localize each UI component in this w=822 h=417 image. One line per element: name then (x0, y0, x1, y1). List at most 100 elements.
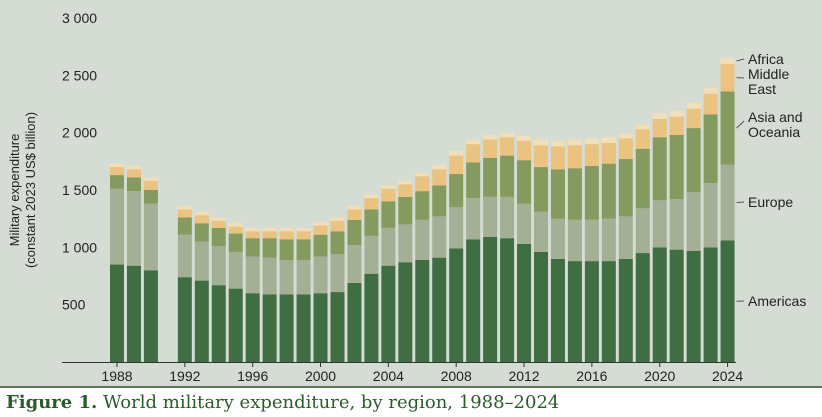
bar-segment (398, 184, 413, 197)
bar-segment (364, 209, 379, 236)
bar-segment (635, 208, 650, 254)
bar-segment (245, 231, 260, 239)
bar-segment (126, 265, 141, 362)
bar-segment (584, 261, 599, 362)
bar-segment (635, 129, 650, 149)
bar-segment (500, 132, 515, 138)
bar-segment (550, 218, 565, 259)
bar-segment (110, 188, 124, 265)
bar-segment (296, 259, 311, 295)
bar-segment (381, 188, 396, 202)
bar-segment (584, 219, 599, 262)
bar-segment (534, 139, 548, 146)
bar-segment (110, 264, 124, 362)
bar-segment (279, 239, 294, 260)
bar-segment (364, 194, 379, 199)
bar-segment (415, 219, 430, 260)
bar-segment (449, 155, 464, 174)
x-tick-label: 2024 (712, 368, 743, 384)
bar-segment (296, 231, 311, 240)
bar-segment (466, 198, 481, 240)
bar-segment (211, 220, 226, 228)
bar-segment (466, 162, 481, 199)
bar-segment (669, 199, 684, 250)
bar-segment (703, 87, 718, 94)
bar-segment (415, 172, 430, 177)
bar-segment (364, 235, 379, 274)
bar-segment (534, 167, 548, 212)
bar-segment (703, 93, 718, 115)
bar-segment (483, 134, 498, 140)
bar-segment (686, 108, 701, 129)
bar-segment (143, 177, 158, 181)
bar-segment (415, 176, 430, 192)
legend-label: Asia and (748, 109, 802, 125)
bar-segment (584, 138, 599, 145)
legend-label: Europe (748, 194, 793, 210)
bar-segment (347, 209, 362, 220)
y-tick-label: 2 000 (62, 125, 97, 141)
x-tick-label: 2000 (305, 368, 336, 384)
bar-segment (177, 234, 192, 278)
bar-segment (110, 167, 124, 176)
bar-segment (584, 165, 599, 220)
caption-text: World military expenditure, by region, 1… (103, 392, 560, 413)
y-axis-label: Military expenditure (7, 134, 22, 247)
bar-segment (567, 261, 582, 362)
bar-segment (211, 246, 226, 286)
bar-segment (398, 224, 413, 263)
y-tick-label: 1 500 (62, 182, 97, 198)
bar-segment (228, 288, 243, 362)
bar-segment (703, 114, 718, 184)
bar-segment (347, 206, 362, 210)
bar-segment (466, 144, 481, 163)
bar-segment (618, 133, 633, 139)
bar-segment (262, 227, 277, 232)
bar-segment (415, 191, 430, 220)
bar-segment (686, 102, 701, 109)
bar-segment (483, 139, 498, 158)
bar-segment (194, 223, 209, 242)
legend-leader-line (736, 58, 745, 62)
bar-segment (703, 183, 718, 248)
bar-segment (567, 145, 582, 169)
bar-segment (652, 200, 667, 248)
bar-segment (449, 248, 464, 362)
bar-segment (330, 217, 345, 221)
x-tick-label: 1996 (237, 368, 268, 384)
bar-segment (635, 253, 650, 362)
bar-segment (517, 160, 532, 204)
bar-segment (211, 227, 226, 247)
bar-segment (245, 238, 260, 257)
figure-caption: Figure 1. World military expenditure, by… (6, 392, 559, 413)
chart-panel: 500 1 000 1 500 2 000 2 500 3 000 Military exp… (0, 0, 822, 388)
bar-segment (262, 231, 277, 239)
y-tick-label: 2 500 (62, 67, 97, 83)
bar-segment (517, 136, 532, 141)
bar-segment (517, 243, 532, 362)
bar-segment (211, 217, 226, 221)
bar-segment (635, 148, 650, 209)
bar-segment (500, 196, 515, 239)
bar-segment (194, 241, 209, 281)
bar-segment (143, 190, 158, 204)
bar-segment (279, 294, 294, 362)
bar-segment (296, 227, 311, 232)
bar-segment (686, 250, 701, 362)
y-tick-label: 1 000 (62, 239, 97, 255)
bar-segment (296, 239, 311, 260)
bar-segment (517, 203, 532, 244)
bar-segment (194, 280, 209, 362)
legend-leader-line (736, 201, 745, 204)
bar-segment (194, 211, 209, 216)
bar-segment (483, 157, 498, 197)
bar-segment (601, 137, 616, 143)
bar-segment (398, 180, 413, 185)
bar-segment (330, 292, 345, 362)
bar-segment (567, 219, 582, 262)
bar-segment (330, 254, 345, 293)
bar-segment (211, 285, 226, 362)
bar-segment (550, 258, 565, 362)
bar-segment (313, 222, 328, 226)
bar-segment (177, 209, 192, 218)
